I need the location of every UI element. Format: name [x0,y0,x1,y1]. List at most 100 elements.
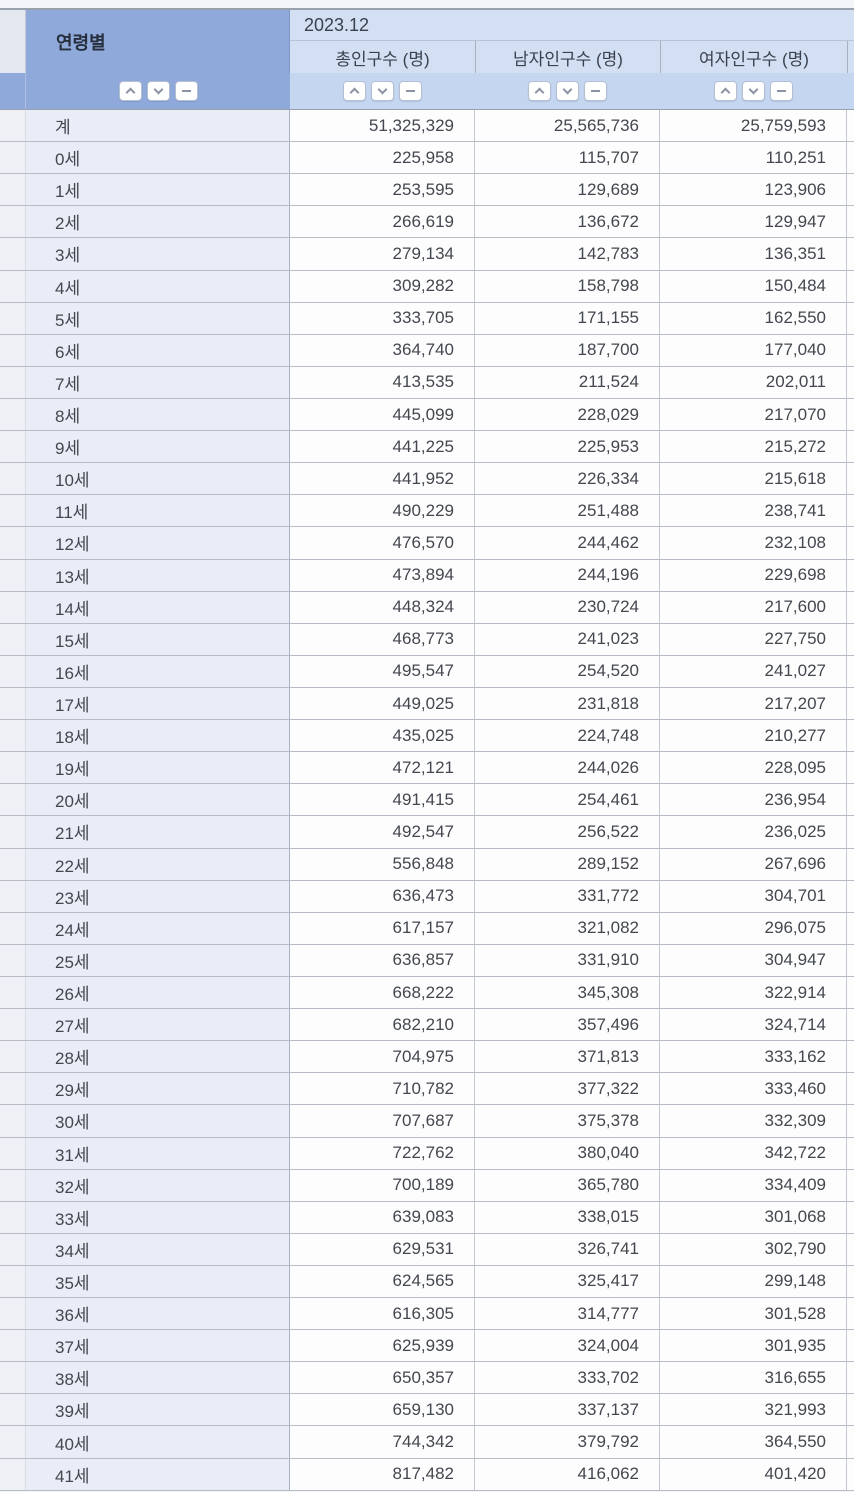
age-sort-ascending-button[interactable] [118,81,142,101]
total-population-cell: 710,782 [290,1073,475,1105]
total-population-cell: 441,225 [290,431,475,463]
clipped-cell [847,720,854,752]
male-sort-ascending-button[interactable] [528,81,551,101]
total-population-cell: 722,762 [290,1137,475,1169]
total-population-cell: 629,531 [290,1233,475,1265]
male-population-cell: 254,520 [475,655,660,687]
male-sort-descending-button[interactable] [556,81,579,101]
male-population-cell: 331,772 [475,880,660,912]
female-population-cell: 316,655 [660,1362,847,1394]
total-population-cell: 472,121 [290,752,475,784]
total-population-cell: 445,099 [290,398,475,431]
male-population-cell: 345,308 [475,976,660,1009]
female-population-cell: 215,272 [660,431,847,463]
age-sort-descending-button[interactable] [146,81,170,101]
male-population-cell: 333,702 [475,1362,660,1394]
age-label-cell: 28세 [26,1041,290,1073]
male-population-cell: 251,488 [475,495,660,527]
total-population-cell: 364,740 [290,334,475,366]
table-row: 9세 441,225 225,953 215,272 [0,431,854,464]
female-sort-descending-button[interactable] [742,81,765,101]
clipped-cell [847,1073,854,1105]
clipped-cell [847,398,854,431]
table-header: 연령별 2023.12 총인구수 (명) 남자인구수 (명) 여자인구수 (명) [0,10,854,73]
minus-icon [591,90,600,92]
row-index-cell [0,1298,26,1330]
clipped-cell [847,1426,854,1458]
total-population-cell: 650,357 [290,1362,475,1394]
age-label-cell: 38세 [26,1362,290,1394]
age-label-cell: 37세 [26,1330,290,1362]
clipped-cell [847,880,854,912]
table-row: 17세 449,025 231,818 217,207 [0,687,854,721]
female-population-cell: 238,741 [660,495,847,527]
total-sort-ascending-button[interactable] [343,81,366,101]
table-row: 41세 817,482 416,062 401,420 [0,1458,854,1491]
sort-controls-row [0,73,854,110]
row-index-cell [0,334,26,366]
age-label-cell: 29세 [26,1073,290,1105]
female-population-cell: 304,701 [660,880,847,912]
female-population-cell: 236,025 [660,816,847,848]
table-row: 15세 468,773 241,023 227,750 [0,623,854,656]
clipped-cell [847,784,854,816]
clipped-cell [847,591,854,623]
total-population-cell: 468,773 [290,623,475,655]
age-sort-clear-button[interactable] [174,81,198,101]
female-population-cell: 333,460 [660,1073,847,1105]
table-row: 7세 413,535 211,524 202,011 [0,366,854,399]
table-row: 11세 490,229 251,488 238,741 [0,495,854,528]
clipped-cell [847,816,854,848]
male-population-column-header: 남자인구수 (명) [475,41,660,73]
age-label-cell: 10세 [26,463,290,495]
female-sort-ascending-button[interactable] [714,81,737,101]
row-index-cell [0,1265,26,1298]
row-index-cell [0,976,26,1009]
row-index-cell [0,206,26,238]
table-row: 계 51,325,329 25,565,736 25,759,593 [0,110,854,143]
age-label-cell: 21세 [26,816,290,848]
table-row: 14세 448,324 230,724 217,600 [0,591,854,624]
female-population-cell: 162,550 [660,302,847,334]
clipped-cell [847,1009,854,1041]
row-index-cell [0,495,26,527]
table-row: 19세 472,121 244,026 228,095 [0,752,854,785]
row-index-cell [0,431,26,463]
female-population-cell: 227,750 [660,623,847,655]
female-population-cell: 202,011 [660,366,847,398]
row-index-cell [0,142,26,174]
clipped-cell [847,1233,854,1265]
total-population-cell: 333,705 [290,302,475,334]
female-population-cell: 304,947 [660,944,847,976]
male-population-cell: 226,334 [475,463,660,495]
total-sort-descending-button[interactable] [371,81,394,101]
total-population-cell: 744,342 [290,1426,475,1458]
male-population-cell: 371,813 [475,1041,660,1073]
table-row: 3세 279,134 142,783 136,351 [0,238,854,271]
total-population-cell: 492,547 [290,816,475,848]
female-sort-clear-button[interactable] [770,81,793,101]
male-population-cell: 187,700 [475,334,660,366]
female-population-cell: 342,722 [660,1137,847,1169]
total-population-cell: 51,325,329 [290,110,475,142]
male-population-cell: 171,155 [475,302,660,334]
total-population-cell: 449,025 [290,687,475,720]
male-sort-clear-button[interactable] [584,81,607,101]
male-population-cell: 379,792 [475,1426,660,1458]
female-population-cell: 301,528 [660,1298,847,1330]
row-index-cell [0,559,26,591]
total-population-cell: 495,547 [290,655,475,687]
male-column-sort-cell [475,73,660,109]
table-row: 23세 636,473 331,772 304,701 [0,880,854,913]
female-population-cell: 177,040 [660,334,847,366]
row-index-cell [0,1458,26,1490]
total-population-cell: 491,415 [290,784,475,816]
male-population-cell: 142,783 [475,238,660,270]
female-population-cell: 232,108 [660,527,847,559]
total-sort-clear-button[interactable] [399,81,422,101]
total-population-cell: 682,210 [290,1009,475,1041]
clipped-cell [847,655,854,687]
female-population-cell: 334,409 [660,1169,847,1201]
table-row: 18세 435,025 224,748 210,277 [0,720,854,753]
table-row: 27세 682,210 357,496 324,714 [0,1009,854,1042]
